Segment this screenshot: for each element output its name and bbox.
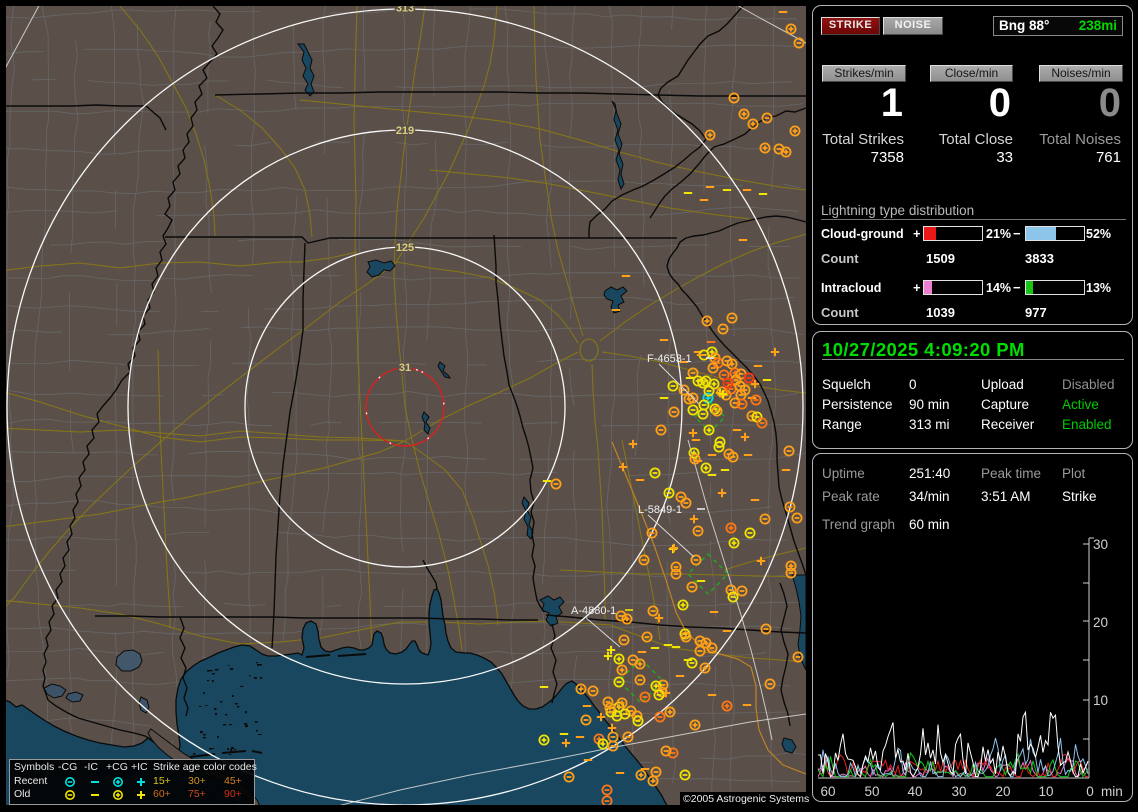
svg-text:0: 0 [1086, 784, 1094, 799]
svg-text:10: 10 [1093, 693, 1108, 708]
svg-text:L-5849-1: L-5849-1 [638, 504, 682, 516]
svg-text:10: 10 [1038, 784, 1053, 799]
svg-text:40: 40 [907, 784, 922, 799]
svg-text:30: 30 [1093, 537, 1108, 552]
svg-text:60: 60 [820, 784, 835, 799]
svg-text:A-4880-1: A-4880-1 [571, 605, 616, 617]
svg-text:30: 30 [951, 784, 966, 799]
svg-text:F-4653-1: F-4653-1 [647, 353, 692, 365]
svg-text:20: 20 [995, 784, 1010, 799]
svg-text:20: 20 [1093, 615, 1108, 630]
svg-text:313: 313 [396, 6, 414, 15]
svg-text:min: min [1101, 784, 1123, 799]
svg-text:125: 125 [396, 242, 414, 254]
svg-text:219: 219 [396, 125, 414, 137]
svg-text:31: 31 [399, 362, 411, 374]
svg-text:50: 50 [864, 784, 879, 799]
